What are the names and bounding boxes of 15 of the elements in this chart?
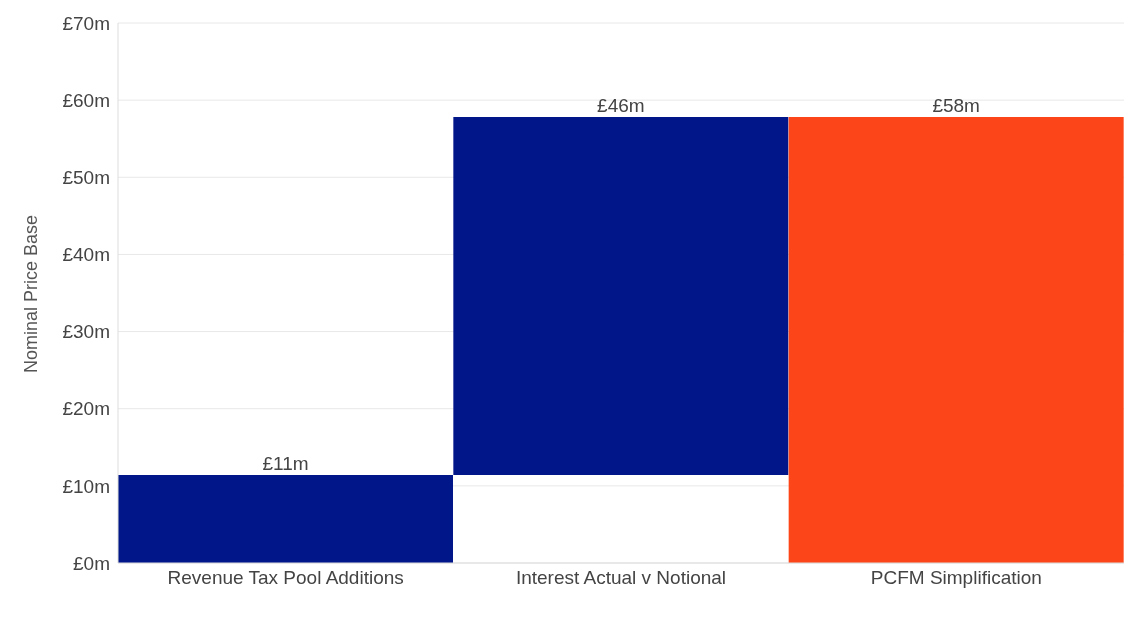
- y-tick-label: £20m: [62, 398, 110, 420]
- y-tick-label: £30m: [62, 321, 110, 343]
- data-label: £46m: [597, 95, 645, 117]
- x-tick-label: Interest Actual v Notional: [515, 567, 727, 589]
- data-label: £11m: [262, 453, 309, 475]
- y-tick-label: £10m: [62, 475, 110, 497]
- y-tick-label: £0m: [73, 552, 110, 574]
- data-label: £58m: [932, 95, 980, 117]
- x-tick-label: PCFM Simplification: [870, 567, 1042, 589]
- y-tick-label: £60m: [62, 89, 110, 111]
- y-tick-label: £70m: [62, 12, 110, 34]
- y-tick-label: £50m: [62, 167, 110, 189]
- x-tick-label: Revenue Tax Pool Additions: [167, 567, 404, 589]
- y-axis-title: Nominal Price Base: [21, 214, 42, 373]
- y-tick-label: £40m: [62, 244, 110, 266]
